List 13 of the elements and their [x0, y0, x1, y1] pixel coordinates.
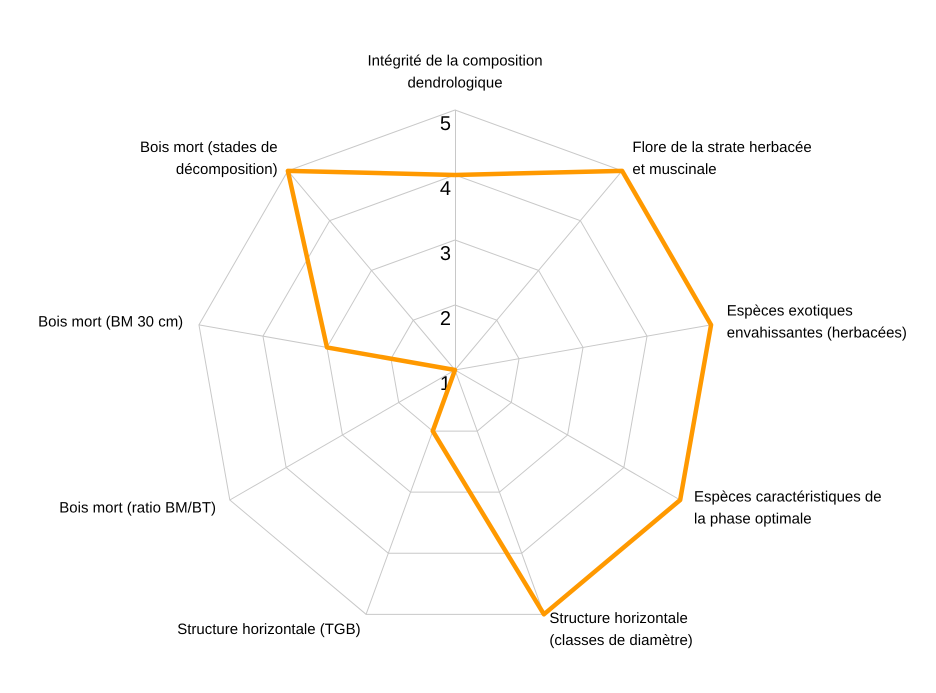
spoke-label: Intégrité de la composition dendrologique [367, 52, 543, 92]
spoke-label: Structure horizontale (classes de diamètre) [549, 610, 693, 649]
y-tick-label: 4 [440, 178, 451, 200]
spoke-label: Bois mort (BM 30 cm) [38, 314, 184, 331]
y-tick-label: 3 [440, 243, 451, 265]
spoke-label: Bois mort (stades de décomposition) [140, 139, 278, 178]
y-tick-label: 2 [440, 308, 451, 330]
spoke-label: Espèces exotiques envahissantes (herbacées) [726, 302, 907, 342]
spoke-label: Structure horizontale (TGB) [177, 620, 361, 638]
spoke-label: Flore de la strate herbacée et muscinale [632, 139, 812, 178]
spoke-label: Bois mort (ratio BM/BT) [59, 500, 216, 516]
y-tick-label: 5 [440, 113, 451, 135]
spoke-label: Espèces caractéristiques de la phase optimale [694, 488, 882, 528]
